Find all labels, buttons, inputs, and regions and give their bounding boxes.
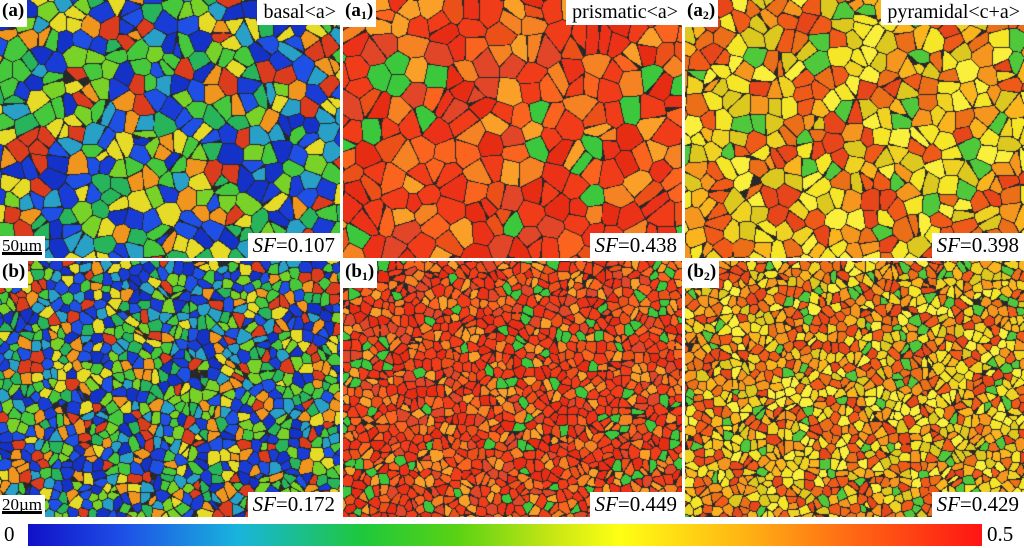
sf-label-a2: SF=0.398	[931, 233, 1024, 258]
panel-b: (b) SF=0.172 20µm	[0, 261, 340, 517]
sf-map-b1	[343, 261, 682, 517]
sf-map-b2	[685, 261, 1024, 517]
sf-label-b: SF=0.172	[247, 492, 340, 517]
sf-map-a2	[685, 0, 1024, 258]
panel-tag-a2: (a2)	[685, 0, 719, 27]
sf-map-a	[0, 0, 340, 258]
panel-tag-b1: (b1)	[343, 261, 378, 288]
panel-tag-b2: (b2)	[685, 261, 720, 288]
panel-a1: (a1) prismatic<a> SF=0.438	[343, 0, 682, 258]
slip-mode-label-a2: pyramidal<c+a>	[881, 0, 1024, 25]
schmid-factor-colorbar	[28, 524, 982, 546]
panel-b1: (b1) SF=0.449	[343, 261, 682, 517]
slip-mode-label-a: basal<a>	[257, 0, 340, 25]
sf-map-a1	[343, 0, 682, 258]
scale-bar-b: 20µm	[0, 495, 46, 517]
panel-a: (a) basal<a> SF=0.107 50µm	[0, 0, 340, 258]
sf-label-b2: SF=0.429	[931, 492, 1024, 517]
sf-map-b	[0, 261, 340, 517]
colorbar-max-label: 0.5	[987, 522, 1014, 546]
panel-b2: (b2) SF=0.429	[685, 261, 1024, 517]
sf-label-a1: SF=0.438	[589, 233, 682, 258]
sf-label-a: SF=0.107	[247, 233, 340, 258]
panel-tag-a: (a)	[0, 0, 28, 27]
sf-label-b1: SF=0.449	[589, 492, 682, 517]
slip-mode-label-a1: prismatic<a>	[566, 0, 682, 25]
colorbar-min-label: 0	[4, 522, 15, 546]
panel-tag-b: (b)	[0, 261, 29, 288]
scale-bar-a: 50µm	[0, 236, 46, 258]
panel-a2: (a2) pyramidal<c+a> SF=0.398	[685, 0, 1024, 258]
panel-tag-a1: (a1)	[343, 0, 377, 27]
